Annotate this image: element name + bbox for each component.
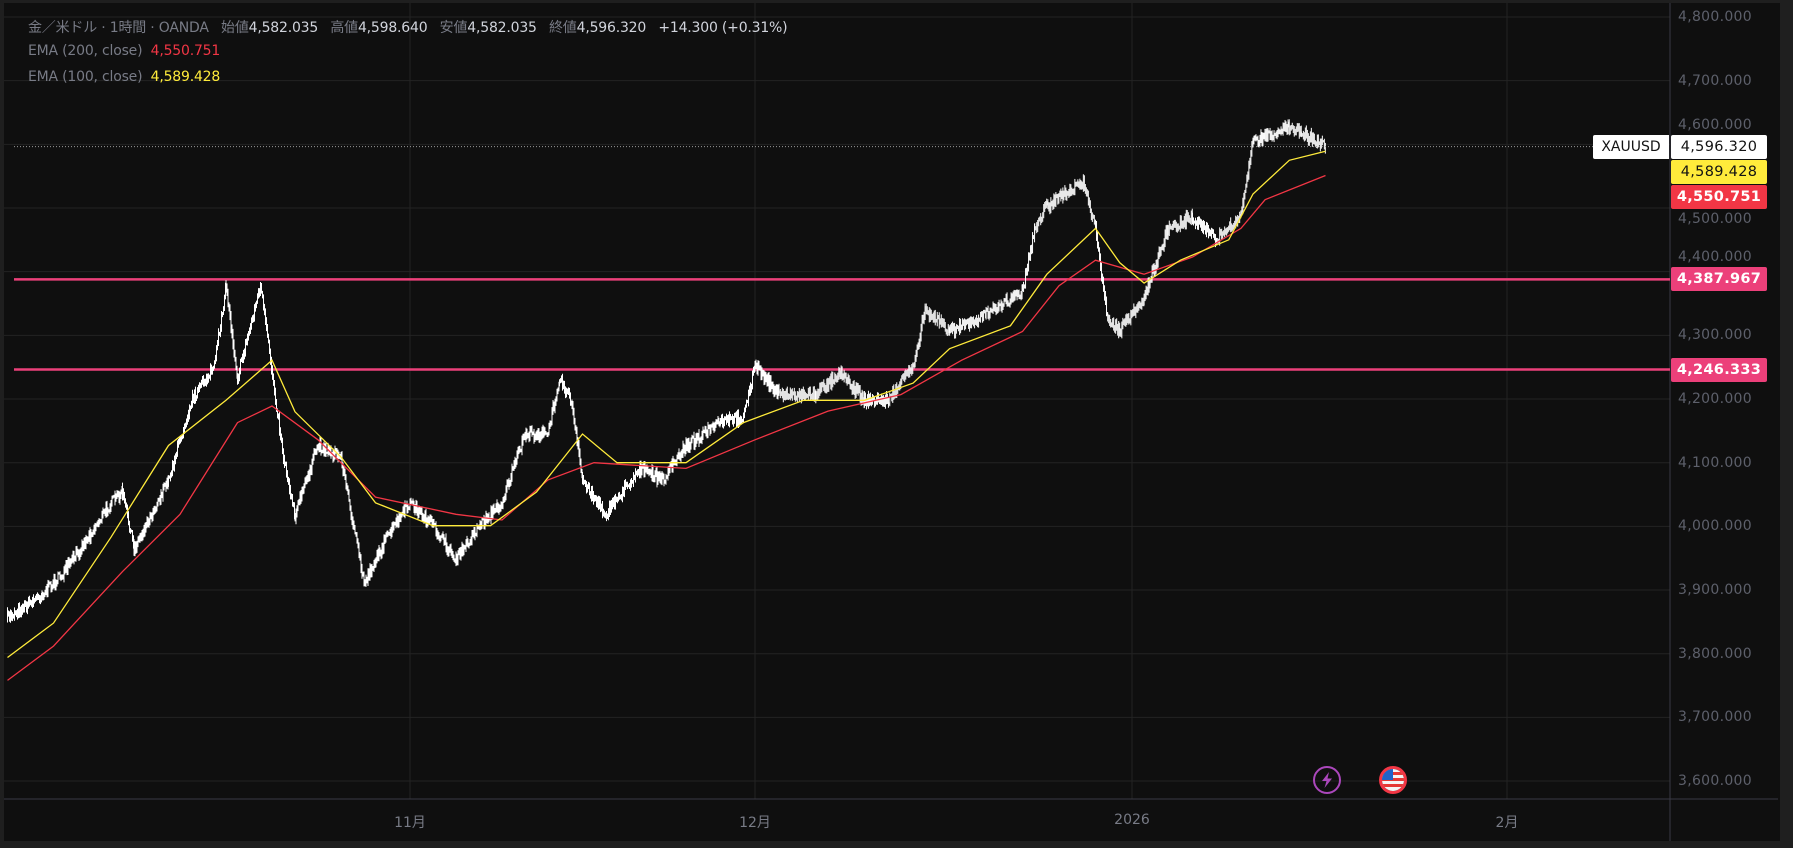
ema100-line [7, 150, 1326, 659]
price-tick-label: 4,600.000 [1678, 116, 1752, 133]
ema200-line [7, 174, 1326, 681]
time-tick-label: 2026 [1114, 812, 1150, 828]
ema200-label: EMA (200, close) [28, 43, 143, 59]
price-tick-label: 4,800.000 [1678, 9, 1752, 25]
price-tick-label: 4,500.000 [1678, 210, 1752, 227]
price-tick-label: 3,900.000 [1678, 582, 1752, 599]
grid [4, 3, 1670, 799]
legend-ema200[interactable]: EMA (200, close) 4,550.751 [28, 43, 220, 59]
price-tick-label: 4,400.000 [1678, 249, 1752, 266]
low-label: 安値 [439, 20, 468, 36]
time-tick-label: 11月 [394, 815, 426, 831]
close-label: 終値 [549, 20, 577, 36]
price-tick-label: 4,000.000 [1678, 518, 1752, 535]
price-tick-label: 3,600.000 [1678, 773, 1752, 790]
open-value: 4,582.035 [248, 20, 319, 36]
price-tick-label: 4,700.000 [1678, 72, 1752, 89]
hline1-tag: 4,387.967 [1671, 267, 1767, 292]
high-label: 高値 [330, 20, 358, 36]
chart-background [4, 3, 1780, 841]
ema200-tag: 4,550.751 [1671, 184, 1767, 209]
legend-ohlc: 金／米ドル · 1時間 · OANDA 始値4,582.035 高値4,598.… [28, 17, 788, 37]
low-value: 4,582.035 [467, 20, 537, 36]
ema100-label: EMA (100, close) [28, 69, 143, 85]
price-tick-label: 4,300.000 [1678, 327, 1752, 344]
ema100-tag: 4,589.428 [1671, 159, 1767, 184]
close-value: 4,596.320 [576, 20, 647, 36]
lightning-icon[interactable] [1313, 766, 1341, 794]
price-tick-label: 4,100.000 [1678, 454, 1752, 471]
price-tick-label: 3,700.000 [1678, 709, 1752, 726]
symbol-description[interactable]: 金／米ドル · 1時間 · OANDA [28, 20, 209, 36]
last-price-tag: 4,596.320 [1671, 134, 1767, 159]
time-tick-label: 12月 [739, 815, 771, 831]
us-flag-icon[interactable] [1379, 766, 1407, 794]
ema200-value: 4,550.751 [150, 43, 221, 59]
hline2-tag: 4,246.333 [1671, 357, 1767, 382]
candles [7, 119, 1326, 623]
ema100-value: 4,589.428 [150, 69, 221, 85]
symbol-tag: XAUUSD [1593, 134, 1669, 159]
open-label: 始値 [221, 20, 249, 36]
price-tick-label: 4,200.000 [1678, 391, 1752, 408]
high-value: 4,598.640 [357, 20, 428, 36]
change-value: +14.300 (+0.31%) [658, 20, 788, 36]
price-tick-label: 3,800.000 [1678, 645, 1752, 662]
time-tick-label: 2月 [1495, 815, 1519, 831]
legend-ema100[interactable]: EMA (100, close) 4,589.428 [28, 69, 220, 85]
